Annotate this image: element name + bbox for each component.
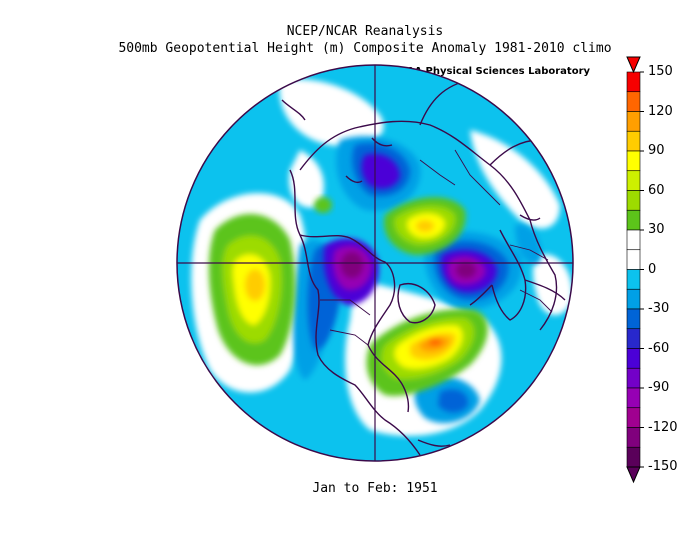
colorbar-tick-label: -90 xyxy=(648,380,670,395)
positive-eastern-us xyxy=(366,309,488,396)
credit-label: NOAA Physical Sciences Laboratory xyxy=(390,66,591,77)
chart-subtitle: 500mb Geopotential Height (m) Composite … xyxy=(118,41,612,56)
colorbar-bottom-arrow xyxy=(626,466,641,484)
colorbar-tick-label: -60 xyxy=(648,340,670,356)
negative-150-regions xyxy=(341,252,476,278)
colorbar-tick-label: 90 xyxy=(648,143,665,158)
colorbar-cell xyxy=(626,209,641,231)
colorbar-cell xyxy=(626,269,641,290)
colorbar-tick-label: 120 xyxy=(648,103,673,119)
colorbar-tick-label: -120 xyxy=(648,419,678,435)
colorbar-top-arrow xyxy=(626,56,641,74)
colorbar-cell xyxy=(626,427,641,448)
colorbar-tick-label: -150 xyxy=(648,459,678,474)
colorbar-cell xyxy=(626,446,641,468)
colorbar-tick-label: 150 xyxy=(648,64,673,79)
colorbar-cell xyxy=(626,308,641,330)
positive-small-spot xyxy=(314,197,332,213)
colorbar-cell xyxy=(626,249,641,270)
colorbar-cell xyxy=(626,348,641,369)
colorbar-cell xyxy=(626,288,641,310)
colorbar-cell xyxy=(626,71,641,93)
colorbar-cell xyxy=(626,130,641,152)
colorbar-tick-label: 0 xyxy=(648,261,657,277)
borders xyxy=(320,149,553,346)
colorbar-cell xyxy=(626,367,641,389)
colorbar-cell xyxy=(626,328,641,349)
colorbar-cell xyxy=(626,150,641,172)
colorbar-tick-label: -30 xyxy=(648,301,670,316)
colorbar-cell xyxy=(626,407,641,428)
colorbar-cell xyxy=(626,229,641,251)
colorbar-cell xyxy=(626,190,641,211)
colorbar-cell xyxy=(626,91,641,112)
colorbar-tick-label: 60 xyxy=(648,182,665,198)
chart-title: NCEP/NCAR Reanalysis xyxy=(286,24,444,39)
period-label: Jan to Feb: 1951 xyxy=(312,481,438,496)
colorbar-cell xyxy=(626,111,641,132)
map-border xyxy=(176,64,574,462)
colorbar-cell xyxy=(626,170,641,191)
colorbar-cell xyxy=(626,387,641,409)
colorbar-tick-label: 30 xyxy=(648,222,665,237)
positive-arctic-russia xyxy=(384,197,466,255)
